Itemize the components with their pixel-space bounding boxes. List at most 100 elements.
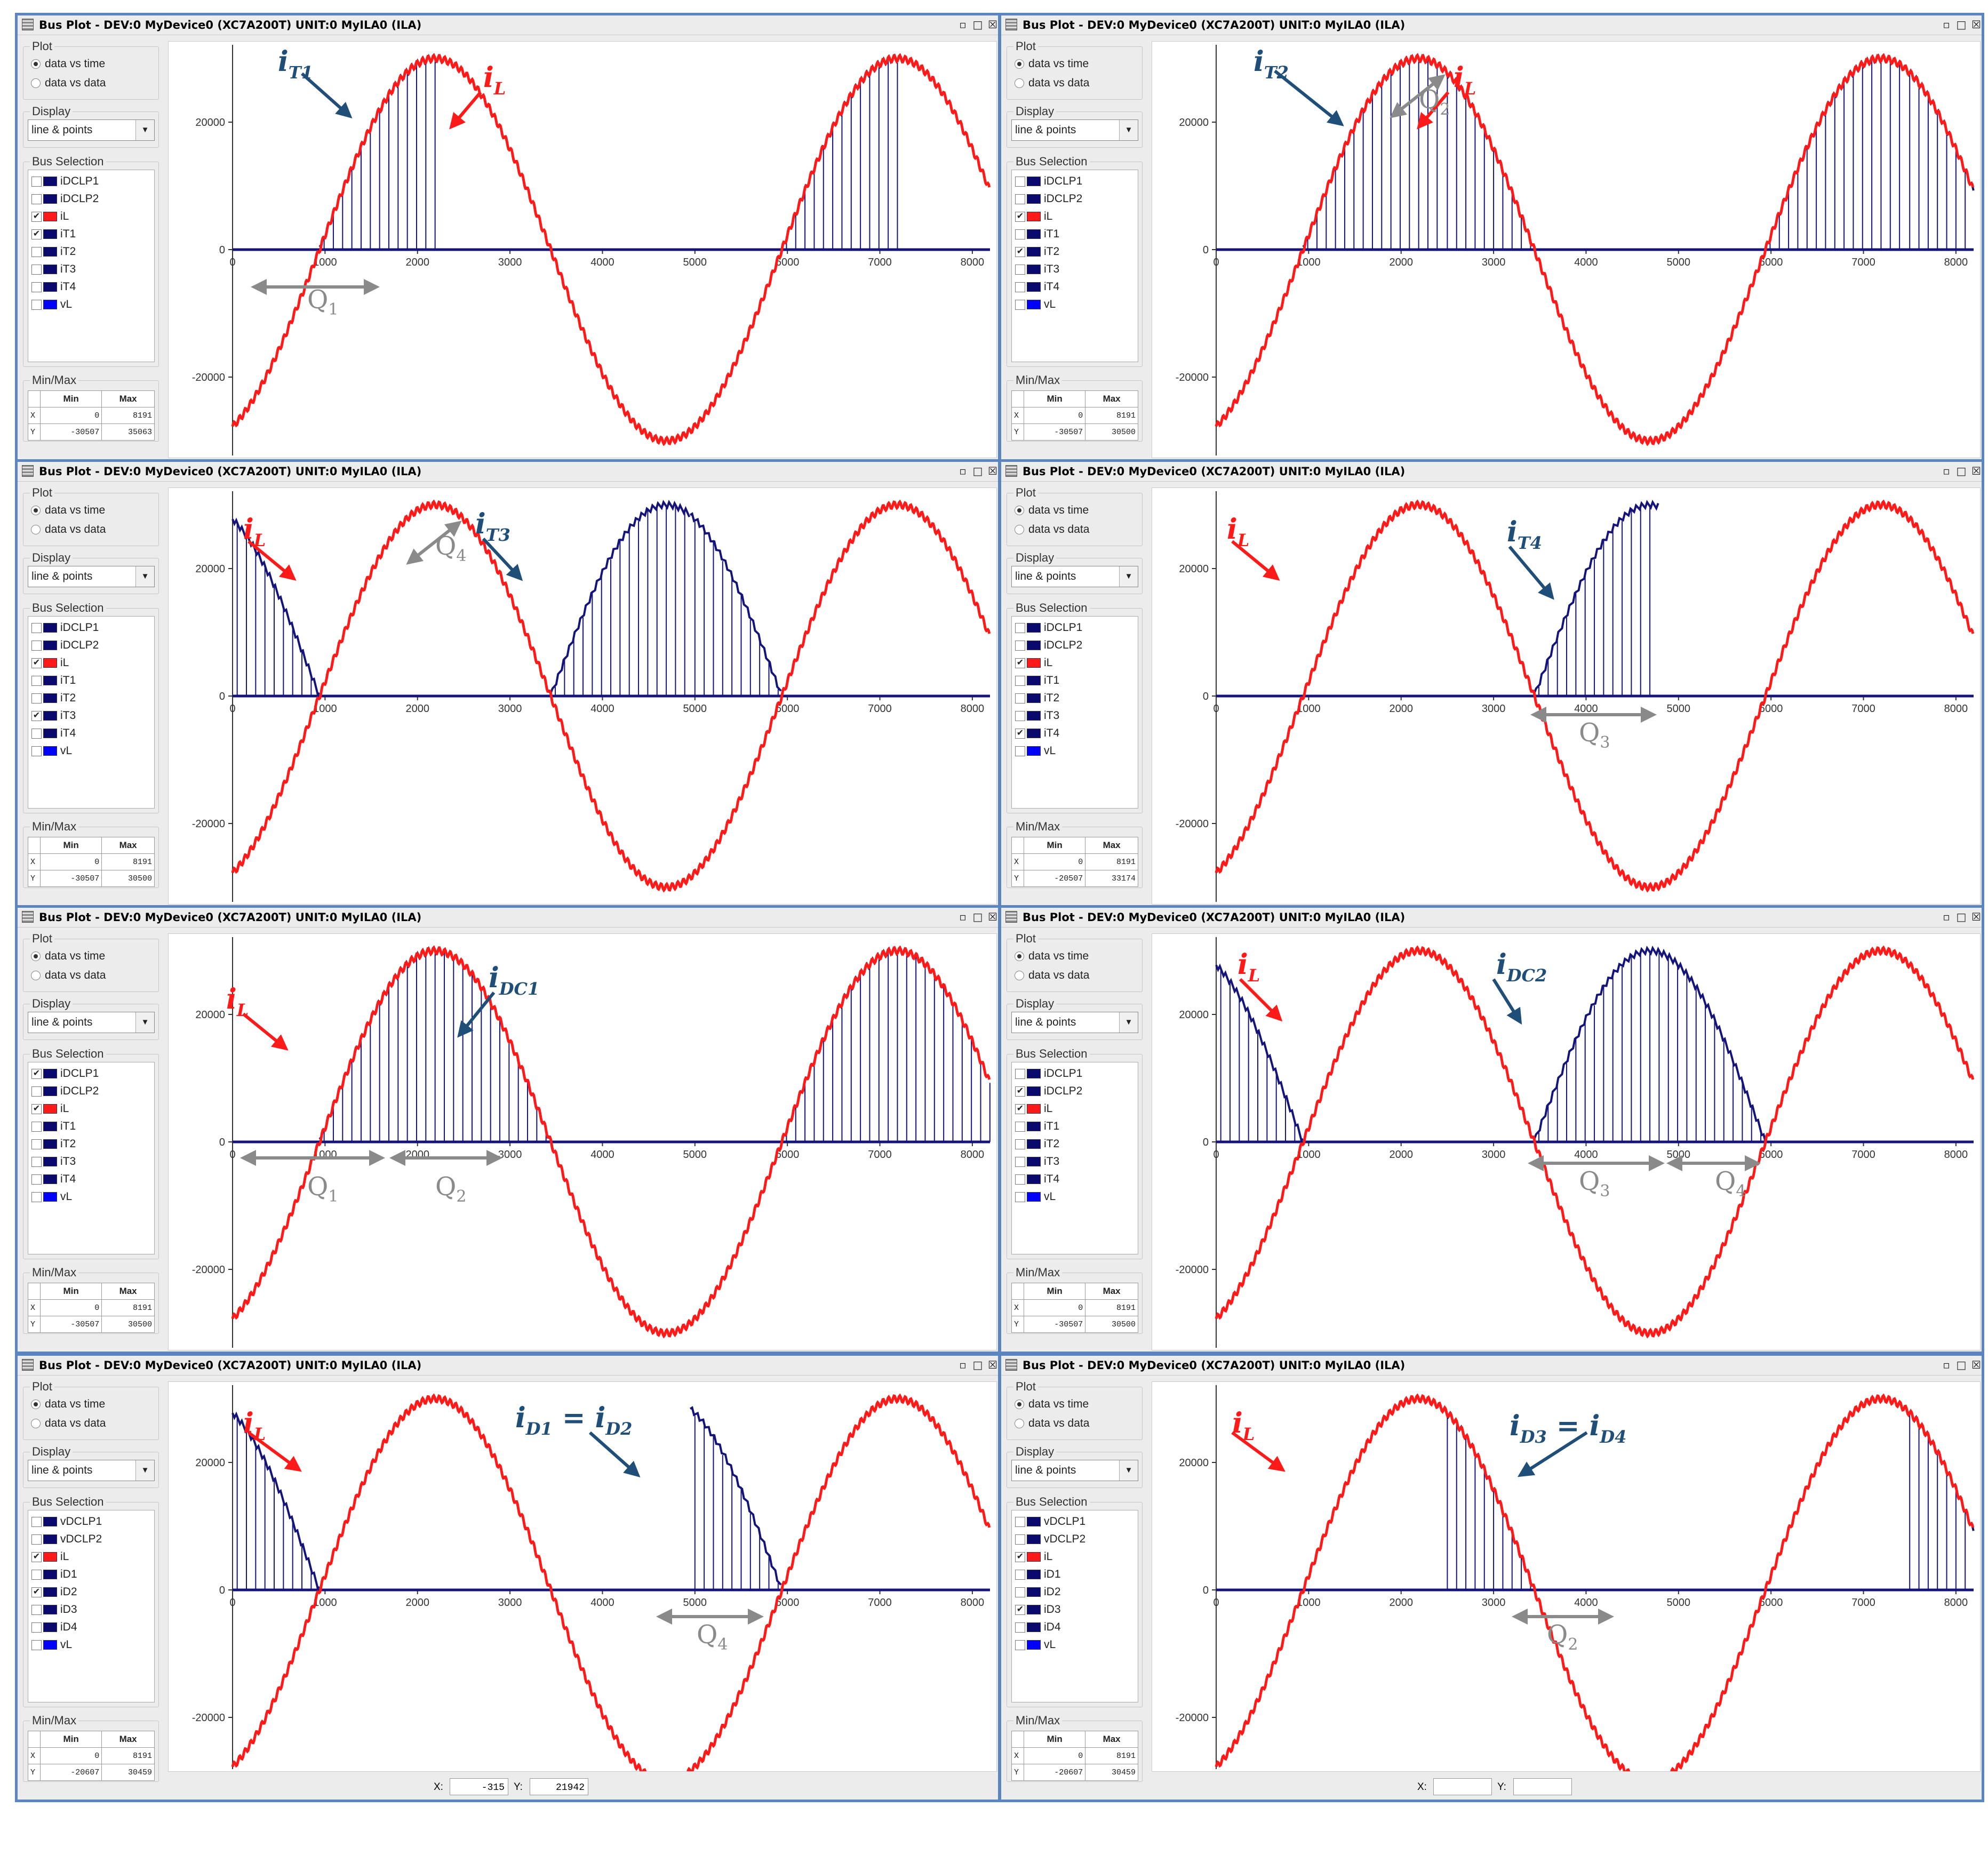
bus-item[interactable]: iDCLP1 — [1015, 1066, 1082, 1082]
close-icon[interactable]: ☒ — [988, 910, 997, 923]
bus-item[interactable]: ✔ iT1 — [31, 226, 76, 242]
bus-item[interactable]: ✔ iL — [31, 1549, 69, 1565]
display-mode-select[interactable]: line & points ▼ — [28, 1012, 155, 1033]
float-icon[interactable]: ▫ — [959, 910, 967, 923]
radio-data-vs-time[interactable]: data vs time — [1015, 950, 1089, 963]
checkbox-checked-icon[interactable]: ✔ — [1015, 246, 1025, 257]
checkbox-checked-icon[interactable]: ✔ — [1015, 211, 1025, 222]
checkbox-unchecked-icon[interactable] — [1015, 1121, 1025, 1132]
display-mode-select[interactable]: line & points ▼ — [1011, 566, 1138, 587]
radio-data-vs-data[interactable]: data vs data — [31, 523, 106, 536]
close-icon[interactable]: ☒ — [1971, 910, 1981, 923]
checkbox-checked-icon[interactable]: ✔ — [31, 211, 42, 222]
title-bar[interactable]: Bus Plot - DEV:0 MyDevice0 (XC7A200T) UN… — [1001, 15, 1982, 35]
checkbox-unchecked-icon[interactable] — [31, 246, 42, 257]
checkbox-checked-icon[interactable]: ✔ — [1015, 728, 1025, 739]
float-icon[interactable]: ▫ — [1943, 18, 1950, 31]
bus-item[interactable]: vDCLP2 — [1015, 1531, 1085, 1547]
checkbox-checked-icon[interactable]: ✔ — [31, 229, 42, 239]
maximize-icon[interactable]: □ — [972, 910, 983, 923]
bus-item[interactable]: iT2 — [31, 1136, 76, 1152]
close-icon[interactable]: ☒ — [1971, 1358, 1981, 1371]
radio-data-vs-time[interactable]: data vs time — [1015, 58, 1089, 70]
checkbox-unchecked-icon[interactable] — [31, 1640, 42, 1650]
bus-item[interactable]: iD2 — [1015, 1584, 1061, 1600]
bus-item[interactable]: iT4 — [31, 1171, 76, 1187]
close-icon[interactable]: ☒ — [1971, 18, 1981, 31]
checkbox-unchecked-icon[interactable] — [1015, 1569, 1025, 1580]
bus-item[interactable]: iDCLP1 — [1015, 620, 1082, 636]
chevron-down-icon[interactable]: ▼ — [1119, 1460, 1138, 1481]
checkbox-unchecked-icon[interactable] — [1015, 675, 1025, 686]
bus-item[interactable]: ✔ iDCLP1 — [31, 1066, 99, 1082]
display-mode-select[interactable]: line & points ▼ — [28, 119, 155, 141]
checkbox-unchecked-icon[interactable] — [1015, 746, 1025, 756]
bus-item[interactable]: iT1 — [1015, 1118, 1059, 1134]
title-bar[interactable]: Bus Plot - DEV:0 MyDevice0 (XC7A200T) UN… — [18, 462, 998, 482]
checkbox-unchecked-icon[interactable] — [31, 1516, 42, 1527]
checkbox-unchecked-icon[interactable] — [31, 728, 42, 739]
radio-data-vs-time[interactable]: data vs time — [1015, 504, 1089, 517]
checkbox-unchecked-icon[interactable] — [31, 1534, 42, 1545]
plot-area[interactable]: 20000 0 -20000 0 1000 2000 3000 4000 5000 6000 700… — [1152, 933, 1981, 1350]
checkbox-unchecked-icon[interactable] — [31, 1121, 42, 1132]
radio-data-vs-data[interactable]: data vs data — [1015, 969, 1089, 982]
bus-item[interactable]: ✔ iT3 — [31, 708, 76, 724]
display-mode-select[interactable]: line & points ▼ — [28, 566, 155, 587]
checkbox-checked-icon[interactable]: ✔ — [1015, 1104, 1025, 1114]
bus-item[interactable]: ✔ iL — [1015, 1101, 1052, 1117]
bus-item[interactable]: ✔ iL — [31, 209, 69, 225]
bus-item[interactable]: vL — [31, 297, 72, 313]
checkbox-unchecked-icon[interactable] — [1015, 1534, 1025, 1545]
radio-data-vs-data[interactable]: data vs data — [1015, 523, 1089, 536]
checkbox-checked-icon[interactable]: ✔ — [31, 710, 42, 721]
bus-item[interactable]: iT3 — [1015, 708, 1059, 724]
chevron-down-icon[interactable]: ▼ — [135, 1012, 154, 1033]
checkbox-unchecked-icon[interactable] — [1015, 1640, 1025, 1650]
checkbox-unchecked-icon[interactable] — [1015, 282, 1025, 292]
bus-item[interactable]: iD4 — [31, 1619, 77, 1635]
checkbox-unchecked-icon[interactable] — [1015, 299, 1025, 310]
bus-item[interactable]: vDCLP1 — [1015, 1514, 1085, 1530]
chevron-down-icon[interactable]: ▼ — [135, 120, 154, 140]
float-icon[interactable]: ▫ — [1943, 910, 1950, 923]
radio-data-vs-data[interactable]: data vs data — [1015, 77, 1089, 90]
chevron-down-icon[interactable]: ▼ — [135, 566, 154, 587]
bus-item[interactable]: vL — [1015, 1637, 1056, 1653]
float-icon[interactable]: ▫ — [959, 465, 967, 477]
title-bar[interactable]: Bus Plot - DEV:0 MyDevice0 (XC7A200T) UN… — [1001, 1356, 1982, 1376]
bus-item[interactable]: ✔ iL — [31, 1101, 69, 1117]
bus-item[interactable]: iT1 — [31, 673, 76, 689]
checkbox-checked-icon[interactable]: ✔ — [31, 1587, 42, 1597]
radio-data-vs-time[interactable]: data vs time — [1015, 1398, 1089, 1411]
checkbox-unchecked-icon[interactable] — [1015, 1587, 1025, 1597]
title-bar[interactable]: Bus Plot - DEV:0 MyDevice0 (XC7A200T) UN… — [18, 908, 998, 928]
checkbox-unchecked-icon[interactable] — [31, 299, 42, 310]
bus-item[interactable]: iDCLP2 — [1015, 191, 1082, 207]
bus-item[interactable]: iD4 — [1015, 1619, 1061, 1635]
bus-item[interactable]: vDCLP1 — [31, 1514, 102, 1530]
bus-item[interactable]: iDCLP1 — [1015, 173, 1082, 189]
plot-area[interactable]: 20000 0 -20000 0 1000 2000 3000 4000 5000 6000 700… — [1152, 487, 1981, 905]
checkbox-unchecked-icon[interactable] — [1015, 1192, 1025, 1202]
chevron-down-icon[interactable]: ▼ — [1119, 1012, 1138, 1033]
checkbox-unchecked-icon[interactable] — [31, 1622, 42, 1633]
checkbox-unchecked-icon[interactable] — [31, 1174, 42, 1185]
bus-item[interactable]: vL — [31, 743, 72, 759]
bus-item[interactable]: ✔ iD3 — [1015, 1602, 1061, 1618]
bus-item[interactable]: vL — [1015, 743, 1056, 759]
checkbox-unchecked-icon[interactable] — [1015, 1622, 1025, 1633]
bus-item[interactable]: iT1 — [1015, 673, 1059, 689]
checkbox-unchecked-icon[interactable] — [31, 1156, 42, 1167]
plot-area[interactable]: 20000 0 -20000 0 1000 2000 3000 4000 5000 6000 700… — [168, 1381, 997, 1772]
bus-item[interactable]: vDCLP2 — [31, 1531, 102, 1547]
checkbox-unchecked-icon[interactable] — [1015, 622, 1025, 633]
bus-item[interactable]: ✔ iL — [1015, 209, 1052, 225]
bus-item[interactable]: ✔ iD2 — [31, 1584, 77, 1600]
bus-item[interactable]: iT3 — [1015, 1154, 1059, 1170]
checkbox-unchecked-icon[interactable] — [1015, 710, 1025, 721]
checkbox-checked-icon[interactable]: ✔ — [1015, 1604, 1025, 1615]
bus-item[interactable]: iT4 — [31, 279, 76, 295]
bus-item[interactable]: ✔ iDCLP2 — [1015, 1083, 1082, 1099]
checkbox-unchecked-icon[interactable] — [1015, 1516, 1025, 1527]
